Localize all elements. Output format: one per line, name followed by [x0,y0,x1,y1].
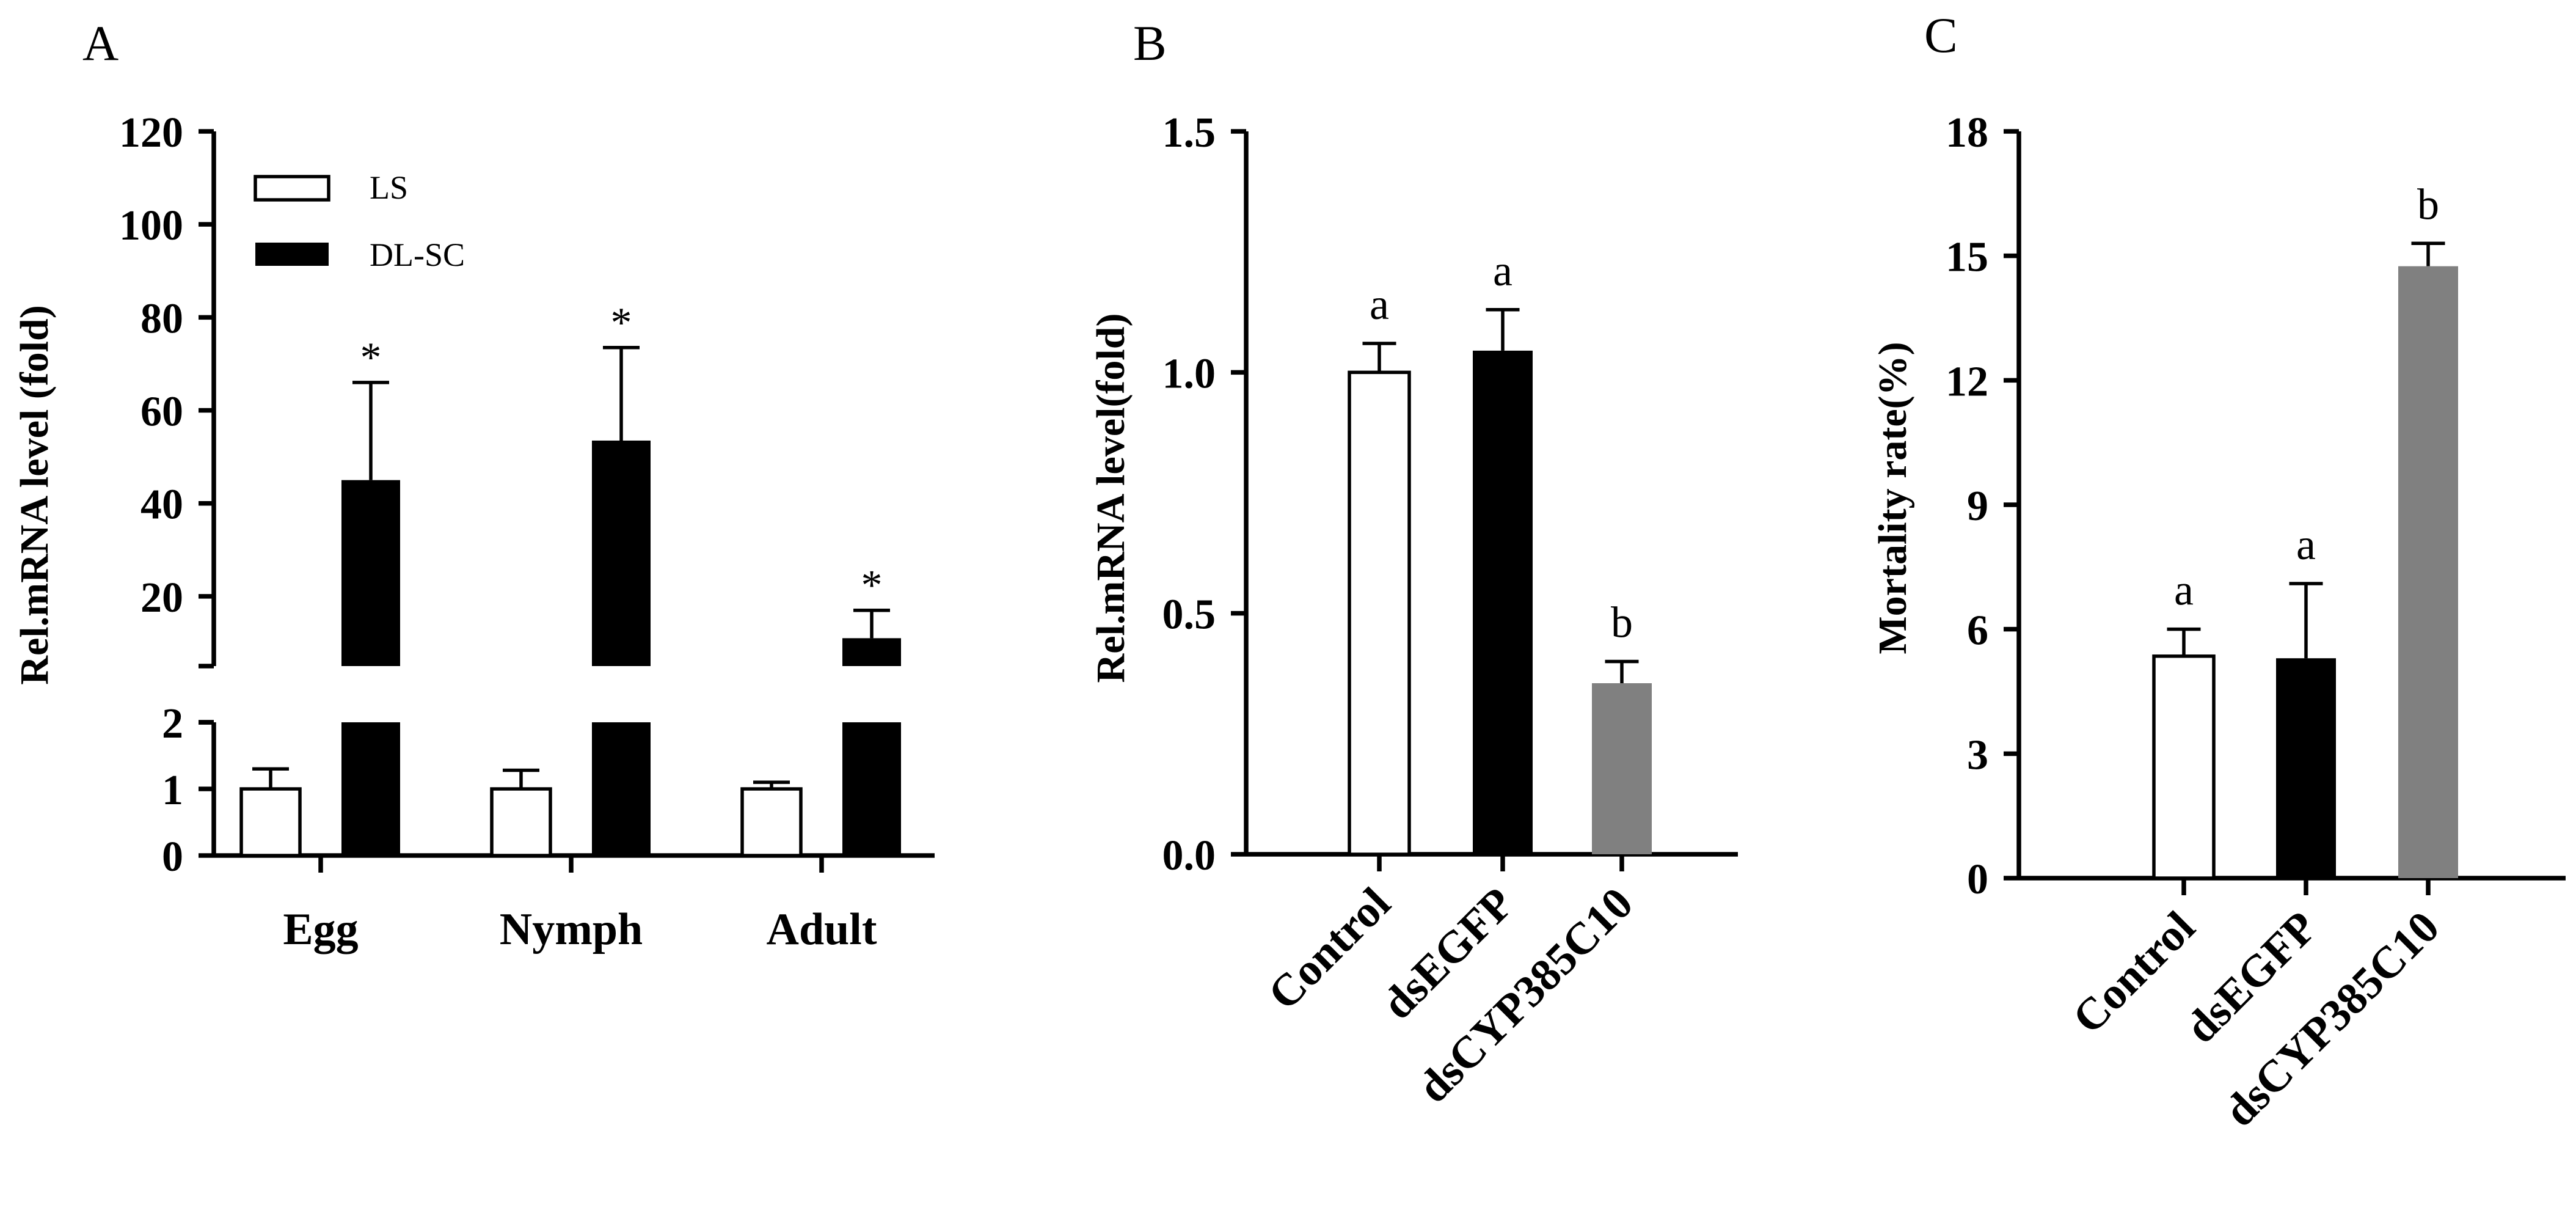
y-tick-label: 6 [1967,607,1988,654]
y-tick-label: 100 [119,202,183,249]
x-tick-label: dsCYP385C10 [2214,902,2449,1137]
y-tick-label: 18 [1946,109,1988,156]
bar-ls [740,787,803,857]
legend-label: DL-SC [370,236,465,273]
panel-label: B [1133,15,1167,71]
legend-label: LS [370,169,408,206]
x-tick-label: Nymph [500,904,643,955]
significance-asterisk: * [360,334,382,381]
y-tick-label: 120 [119,109,183,156]
bar [1592,683,1652,854]
significance-letter: a [2296,520,2316,569]
y-tick-label: 1 [162,767,183,814]
bar [2398,266,2458,878]
bar-ls [490,787,552,857]
y-tick-label: 0 [162,834,183,881]
y-tick-label: 80 [140,295,183,342]
bar-dl-sc-upper [341,480,400,666]
x-tick-label: Egg [283,904,358,955]
y-tick-label: 0.5 [1162,592,1216,639]
bar-dl-sc-upper [842,638,901,666]
x-tick-label: Adult [767,904,877,955]
bar-dl-sc-lower [341,722,400,856]
bar-ls [239,787,302,857]
legend-swatch-ls [254,175,330,202]
y-axis-title: Mortality rate(%) [1870,342,1915,654]
y-tick-label: 9 [1967,483,1988,530]
bar [1473,350,1533,854]
y-tick-label: 12 [1946,358,1988,405]
y-tick-label: 0.0 [1162,832,1216,879]
panel-label: A [82,15,119,71]
significance-asterisk: * [861,562,883,609]
x-tick-label: dsCYP385C10 [1408,878,1643,1113]
significance-letter: b [2417,180,2439,229]
significance-letter: b [1611,598,1633,647]
bar-dl-sc-upper [592,440,651,666]
significance-asterisk: * [611,299,632,346]
y-tick-label: 20 [140,574,183,621]
panel-label: C [1924,7,1958,63]
panel-a-chart: A 0 1 2 20 40 60 80 100 120 Rel.mRNA level (fold) L… [12,15,935,955]
y-tick-label: 1.5 [1162,109,1216,156]
significance-letter: a [1493,246,1512,295]
y-tick-label: 2 [162,700,183,747]
bar [2152,654,2216,880]
bar-dl-sc-lower [592,722,651,856]
y-tick-label: 0 [1967,856,1988,903]
y-tick-label: 15 [1946,234,1988,281]
bar [1348,370,1411,856]
legend-swatch-dl-sc [255,243,329,266]
bar [2276,658,2336,878]
significance-letter: a [1370,280,1389,329]
bar-dl-sc-lower [842,722,901,856]
y-axis-title: Rel.mRNA level(fold) [1089,313,1133,683]
y-tick-label: 60 [140,389,183,436]
y-axis-title: Rel.mRNA level (fold) [12,305,57,684]
y-tick-label: 40 [140,482,183,529]
significance-letter: a [2174,566,2194,615]
y-tick-label: 3 [1967,731,1988,779]
y-tick-label: 1.0 [1162,350,1216,397]
